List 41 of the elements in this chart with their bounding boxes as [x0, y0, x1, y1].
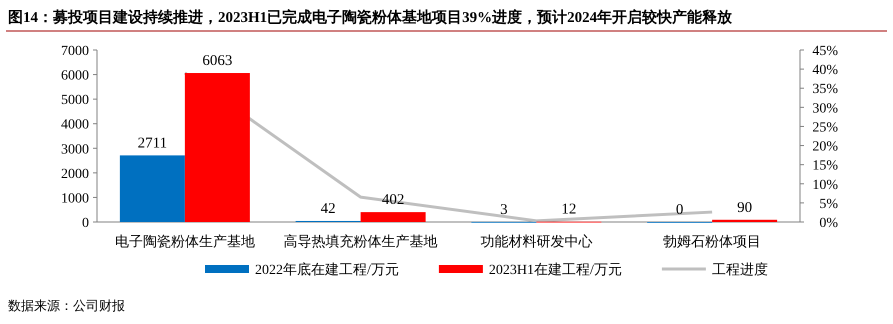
x-tick-label: 电子陶瓷粉体生产基地 — [114, 234, 255, 250]
y-tick-label: 2000 — [61, 166, 89, 182]
y2-tick-label: 20% — [812, 140, 838, 155]
bar — [184, 73, 250, 222]
source-note: 数据来源：公司财报 — [8, 298, 125, 313]
x-tick-label: 勃姆石粉体项目 — [663, 234, 762, 250]
data-label: 42 — [320, 200, 336, 217]
y2-tick-label: 25% — [812, 120, 838, 136]
data-label: 6063 — [202, 53, 232, 70]
y-tick-label: 1000 — [61, 191, 89, 206]
data-label: 12 — [561, 202, 576, 218]
y2-tick-label: 40% — [812, 63, 838, 78]
y2-tick-label: 10% — [812, 178, 838, 193]
y2-tick-label: 0% — [819, 216, 838, 231]
y2-tick-label: 30% — [812, 101, 838, 116]
y2-tick-label: 15% — [812, 158, 838, 174]
legend: 工程进度 — [662, 263, 768, 278]
data-label: 2711 — [138, 135, 168, 152]
y-tick-label: 5000 — [61, 93, 89, 108]
y2-tick-label: 35% — [812, 82, 838, 98]
data-label: 0 — [676, 202, 684, 218]
y-tick-label: 3000 — [61, 142, 89, 158]
legend: 2023H1在建工程/万元 — [438, 263, 622, 278]
y-tick-label: 0 — [82, 216, 89, 231]
y-tick-label: 7000 — [61, 44, 89, 59]
legend-label: 工程进度 — [712, 262, 768, 278]
data-label: 402 — [382, 192, 404, 208]
x-tick-label: 功能材料研发中心 — [480, 234, 592, 250]
legend-label: 2022年底在建工程/万元 — [255, 262, 399, 278]
chart-title: 图14：募投项目建设持续推进，2023H1已完成电子陶瓷粉体基地项目39%进度，预计2024年开启较快产能释放 — [8, 8, 734, 26]
legend-label: 2023H1在建工程/万元 — [488, 262, 622, 278]
x-tick-label: 高导热填充粉体生产基地 — [284, 234, 438, 250]
y2-tick-label: 5% — [819, 196, 838, 212]
y-tick-label: 4000 — [61, 118, 89, 133]
bar — [120, 155, 185, 222]
data-label: 90 — [737, 200, 752, 216]
y2-tick-label: 45% — [812, 44, 838, 59]
data-label: 3 — [500, 202, 508, 218]
bar — [360, 212, 426, 222]
legend: 2022年底在建工程/万元 — [205, 263, 399, 278]
y-tick-label: 6000 — [61, 68, 89, 84]
